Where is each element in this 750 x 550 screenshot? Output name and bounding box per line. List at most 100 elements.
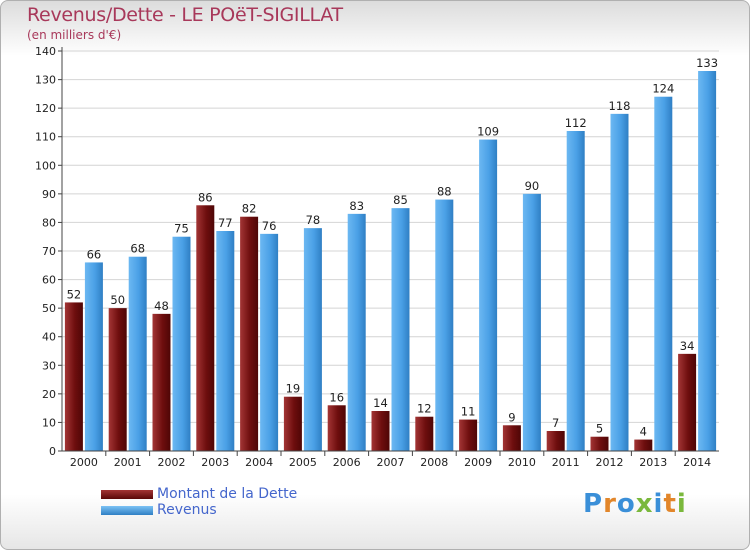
value-label-revenus-2007: 85 bbox=[393, 193, 408, 207]
y-tick-label: 30 bbox=[42, 359, 56, 372]
y-tick-label: 130 bbox=[35, 74, 56, 87]
x-tick-label-2013: 2013 bbox=[639, 456, 667, 469]
x-tick-label-2008: 2008 bbox=[420, 456, 448, 469]
y-tick-label: 10 bbox=[42, 416, 56, 429]
legend-label-revenus: Revenus bbox=[157, 502, 217, 518]
x-tick-label-2012: 2012 bbox=[596, 456, 624, 469]
proxiti-logo: Proxiti bbox=[583, 489, 687, 519]
value-label-dette-2001: 50 bbox=[110, 293, 125, 307]
y-tick-label: 140 bbox=[35, 45, 56, 58]
x-tick-label-2009: 2009 bbox=[464, 456, 492, 469]
bar-revenus-2006 bbox=[347, 213, 366, 451]
bar-dette-2012 bbox=[590, 436, 609, 451]
value-label-revenus-2004: 76 bbox=[262, 219, 277, 233]
value-label-dette-2003: 86 bbox=[198, 190, 213, 204]
bar-revenus-2012 bbox=[610, 113, 629, 451]
value-label-dette-2005: 19 bbox=[286, 382, 301, 396]
bar-revenus-2003 bbox=[216, 231, 235, 451]
value-label-dette-2008: 12 bbox=[417, 402, 432, 416]
value-label-dette-2007: 14 bbox=[373, 396, 388, 410]
y-tick-label: 0 bbox=[49, 445, 56, 458]
bar-dette-2009 bbox=[459, 419, 478, 451]
bar-dette-2014 bbox=[678, 353, 697, 451]
bar-revenus-2014 bbox=[698, 71, 717, 451]
bar-revenus-2010 bbox=[522, 193, 541, 451]
y-tick-label: 50 bbox=[42, 302, 56, 315]
y-tick-label: 40 bbox=[42, 331, 56, 344]
y-tick-label: 90 bbox=[42, 188, 56, 201]
y-tick-label: 80 bbox=[42, 216, 56, 229]
x-tick-label-2000: 2000 bbox=[70, 456, 98, 469]
value-label-revenus-2009: 109 bbox=[477, 125, 499, 139]
legend-swatch-revenus bbox=[101, 506, 153, 515]
x-tick-label-2014: 2014 bbox=[683, 456, 711, 469]
value-label-revenus-2000: 66 bbox=[87, 247, 102, 261]
value-label-revenus-2014: 133 bbox=[696, 56, 718, 70]
value-label-revenus-2011: 112 bbox=[565, 116, 587, 130]
y-tick-label: 120 bbox=[35, 102, 56, 115]
legend-swatch-dette bbox=[101, 490, 153, 499]
value-label-dette-2002: 48 bbox=[154, 299, 169, 313]
logo-letter: o bbox=[616, 489, 636, 519]
value-label-revenus-2005: 78 bbox=[306, 213, 321, 227]
bar-revenus-2000 bbox=[84, 262, 103, 451]
x-tick-label-2002: 2002 bbox=[158, 456, 186, 469]
bar-dette-2010 bbox=[502, 425, 521, 451]
value-label-dette-2014: 34 bbox=[680, 339, 695, 353]
logo-letter: t bbox=[663, 489, 677, 519]
bar-dette-2003 bbox=[196, 205, 215, 451]
value-label-revenus-2006: 83 bbox=[349, 199, 364, 213]
x-tick-label-2006: 2006 bbox=[333, 456, 361, 469]
value-label-dette-2000: 52 bbox=[67, 287, 82, 301]
bar-revenus-2002 bbox=[172, 236, 191, 451]
chart-title: Revenus/Dette - LE POëT-SIGILLAT bbox=[27, 4, 343, 26]
x-tick-label-2001: 2001 bbox=[114, 456, 142, 469]
x-tick-label-2005: 2005 bbox=[289, 456, 317, 469]
y-tick-label: 60 bbox=[42, 274, 56, 287]
bar-dette-2001 bbox=[108, 308, 127, 451]
value-label-dette-2012: 5 bbox=[596, 422, 603, 436]
bar-dette-2002 bbox=[152, 313, 171, 451]
value-label-revenus-2002: 75 bbox=[174, 222, 189, 236]
bar-revenus-2004 bbox=[260, 233, 279, 451]
bar-revenus-2013 bbox=[654, 96, 673, 451]
logo-letter: r bbox=[603, 489, 617, 519]
value-label-revenus-2001: 68 bbox=[130, 242, 145, 256]
value-label-revenus-2012: 118 bbox=[609, 99, 631, 113]
value-label-dette-2004: 82 bbox=[242, 202, 257, 216]
bar-dette-2006 bbox=[327, 405, 346, 451]
value-label-revenus-2008: 88 bbox=[437, 185, 452, 199]
value-label-dette-2011: 7 bbox=[552, 416, 559, 430]
logo-letter: x bbox=[635, 489, 654, 519]
y-tick-label: 70 bbox=[42, 245, 56, 258]
y-tick-label: 110 bbox=[35, 131, 56, 144]
bar-revenus-2008 bbox=[435, 199, 454, 451]
value-label-dette-2006: 16 bbox=[329, 390, 344, 404]
value-label-revenus-2013: 124 bbox=[652, 82, 674, 96]
x-tick-label-2011: 2011 bbox=[552, 456, 580, 469]
bar-dette-2000 bbox=[64, 302, 83, 451]
value-label-revenus-2010: 90 bbox=[525, 179, 540, 193]
value-label-dette-2010: 9 bbox=[508, 410, 515, 424]
chart-subtitle: (en milliers d'€) bbox=[27, 28, 122, 42]
y-tick-label: 100 bbox=[35, 159, 56, 172]
y-tick-label: 20 bbox=[42, 388, 56, 401]
value-label-revenus-2003: 77 bbox=[218, 216, 233, 230]
x-tick-label-2010: 2010 bbox=[508, 456, 536, 469]
x-tick-label-2003: 2003 bbox=[201, 456, 229, 469]
bar-dette-2013 bbox=[634, 439, 653, 451]
bar-revenus-2009 bbox=[479, 139, 498, 452]
bar-dette-2005 bbox=[283, 396, 302, 451]
value-label-dette-2009: 11 bbox=[461, 405, 476, 419]
bar-revenus-2001 bbox=[128, 256, 147, 451]
logo-letter: P bbox=[583, 489, 604, 519]
bar-revenus-2005 bbox=[303, 228, 322, 451]
bar-dette-2008 bbox=[415, 416, 434, 451]
x-tick-label-2004: 2004 bbox=[245, 456, 273, 469]
bar-revenus-2011 bbox=[566, 131, 585, 451]
legend-label-dette: Montant de la Dette bbox=[157, 486, 298, 502]
bar-dette-2007 bbox=[371, 411, 390, 451]
x-tick-label-2007: 2007 bbox=[377, 456, 405, 469]
logo-letter: i bbox=[653, 489, 664, 519]
